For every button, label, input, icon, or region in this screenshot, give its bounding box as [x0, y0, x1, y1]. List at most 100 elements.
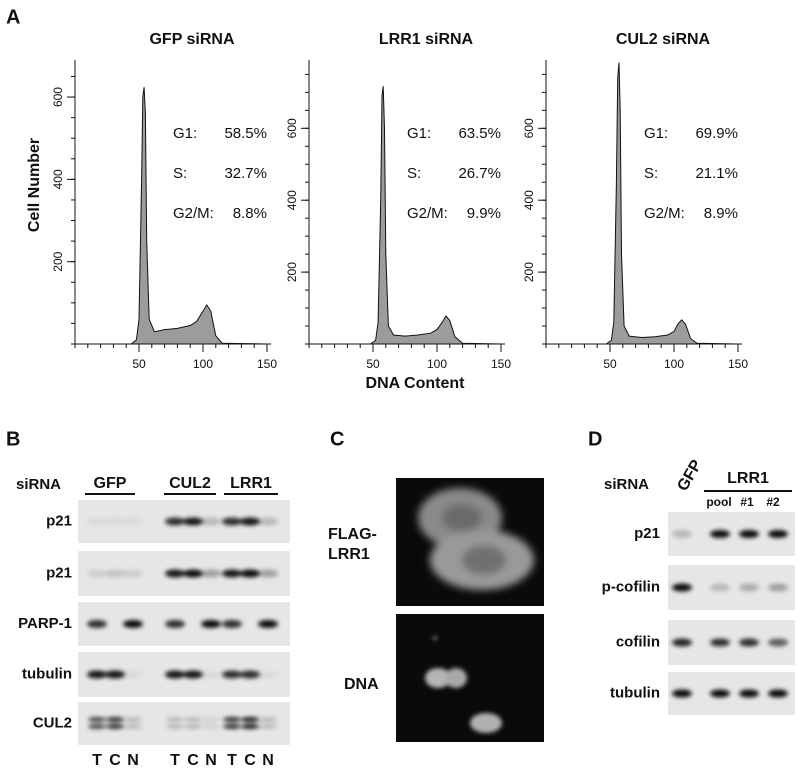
band — [241, 717, 259, 722]
lane-label: C — [244, 752, 256, 769]
stat-label: G2/M: — [173, 205, 214, 222]
band — [123, 517, 143, 526]
band — [222, 517, 242, 526]
blot — [78, 551, 290, 596]
band — [88, 717, 106, 722]
y-tick-label: 400 — [522, 190, 536, 210]
y-tick-label: 200 — [51, 251, 65, 271]
band — [166, 724, 184, 729]
band — [166, 717, 184, 722]
band — [222, 620, 242, 628]
row-label: tubulin — [22, 665, 72, 682]
stat-label: G1: — [407, 125, 431, 142]
band — [87, 517, 107, 526]
band — [183, 517, 203, 526]
row-label: p21 — [634, 525, 660, 542]
stat-value: 69.9% — [695, 125, 738, 142]
blot — [668, 620, 795, 665]
band — [768, 583, 788, 592]
lane-label: N — [262, 752, 274, 769]
band — [739, 638, 759, 647]
x-axis-label: DNA Content — [366, 375, 466, 392]
blot — [78, 602, 290, 646]
image-label: LRR1 — [328, 546, 370, 563]
stat-value: 63.5% — [458, 125, 501, 142]
lane-label: T — [170, 752, 180, 769]
x-tick-label: 150 — [491, 357, 511, 371]
blot — [668, 672, 795, 715]
x-tick-label: 100 — [193, 357, 213, 371]
chart-title: GFP siRNA — [149, 31, 235, 48]
band — [105, 517, 125, 526]
band — [710, 638, 730, 647]
bands — [87, 517, 278, 526]
band — [768, 530, 788, 538]
stat-label: G1: — [173, 125, 197, 142]
chart-title: LRR1 siRNA — [379, 31, 474, 48]
row-header: siRNA — [604, 476, 649, 493]
band — [87, 569, 107, 578]
y-tick-label: 400 — [285, 190, 299, 210]
histogram-area — [604, 62, 739, 345]
bands — [87, 620, 278, 628]
band — [672, 583, 692, 592]
row-header: siRNA — [16, 476, 61, 493]
band — [165, 670, 185, 679]
blot — [668, 565, 795, 610]
bands — [672, 583, 788, 592]
band — [240, 670, 260, 679]
bands — [87, 670, 278, 679]
group-label: CUL2 — [169, 475, 211, 492]
band — [165, 569, 185, 578]
histogram-area — [129, 87, 268, 345]
band — [672, 530, 692, 538]
band — [201, 569, 221, 578]
band — [201, 517, 221, 526]
band — [184, 717, 202, 722]
band — [183, 569, 203, 578]
y-tick-label: 200 — [522, 262, 536, 282]
lane-label: T — [227, 752, 237, 769]
blot — [78, 500, 290, 543]
band — [87, 670, 107, 679]
band — [258, 670, 278, 679]
band — [258, 620, 278, 628]
x-tick-label: 150 — [257, 357, 277, 371]
band — [710, 583, 730, 592]
row-label: CUL2 — [33, 714, 72, 731]
blot — [78, 702, 290, 745]
blot — [78, 652, 290, 697]
y-axis-label: Cell Number — [26, 138, 43, 232]
y-tick-label: 200 — [285, 262, 299, 282]
band — [258, 569, 278, 578]
band — [123, 620, 143, 628]
subgroup-label: #1 — [740, 495, 754, 509]
panel-label: B — [6, 428, 20, 450]
band — [739, 689, 759, 698]
lane-label: C — [109, 752, 121, 769]
band — [259, 717, 277, 722]
lane-label: T — [92, 752, 102, 769]
stat-value: 8.8% — [233, 205, 267, 222]
panel-label: C — [330, 428, 344, 450]
row-label: tubulin — [610, 684, 660, 701]
row-label: PARP-1 — [18, 615, 72, 632]
image-label: DNA — [344, 676, 379, 693]
stat-label: G2/M: — [644, 205, 685, 222]
bands — [672, 638, 788, 647]
band — [240, 569, 260, 578]
band — [124, 724, 142, 729]
band — [165, 517, 185, 526]
stat-value: 26.7% — [458, 165, 501, 182]
y-tick-label: 400 — [51, 169, 65, 189]
band — [124, 717, 142, 722]
group-label: LRR1 — [230, 475, 272, 492]
band — [222, 670, 242, 679]
band — [222, 569, 242, 578]
bands — [672, 689, 788, 698]
x-tick-label: 50 — [603, 357, 617, 371]
y-tick-label: 600 — [51, 87, 65, 107]
band — [105, 670, 125, 679]
band — [710, 530, 730, 538]
